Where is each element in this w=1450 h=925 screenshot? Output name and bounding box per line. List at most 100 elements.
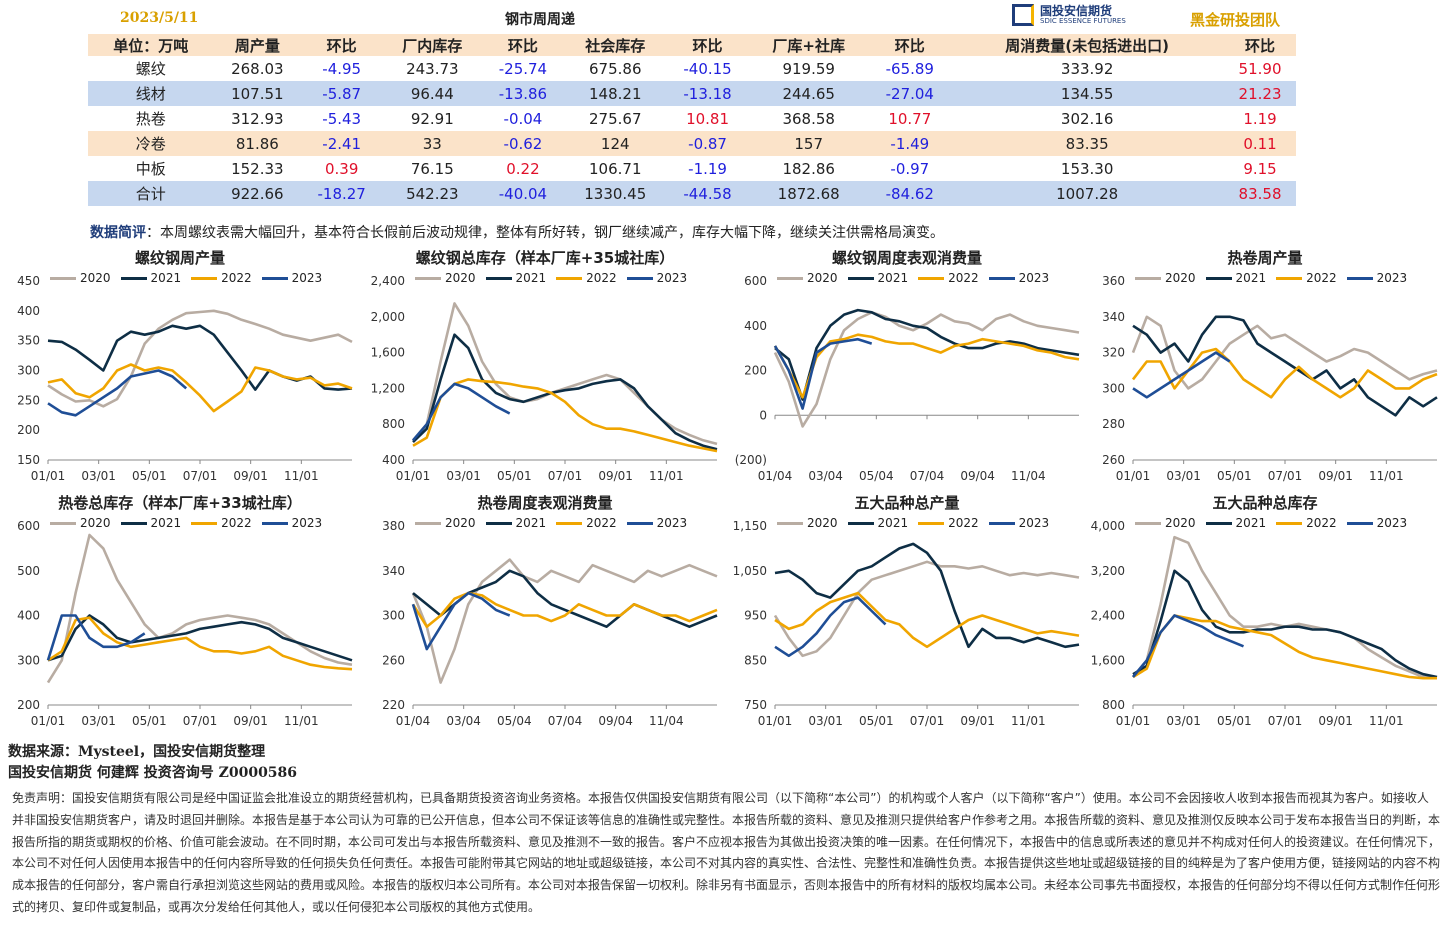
series-line-2023 (1132, 351, 1231, 399)
table-header-cell: 厂内库存 (382, 34, 483, 56)
table-cell: 81.86 (213, 131, 302, 156)
chart-legend: 2020 2021 2022 2023 (405, 271, 687, 285)
x-tick-label: 03/04 (446, 714, 481, 728)
table-cell: 243.73 (406, 59, 459, 78)
logo-subtext: SDIC ESSENCE FUTURES (1040, 16, 1126, 25)
legend-swatch (261, 277, 288, 280)
legend-label: 2020 (1165, 271, 1196, 285)
table-cell: -25.74 (498, 59, 548, 78)
legend-swatch (1205, 277, 1232, 280)
x-tick-label: 09/04 (960, 469, 995, 483)
table-cell: 1872.68 (748, 181, 870, 206)
y-tick-label: 800 (1102, 698, 1125, 712)
logo-text: 国投安信期货 (1040, 3, 1113, 18)
legend-swatch (1276, 277, 1303, 280)
chart-plot: 200 300 400 500 600 01/01 03/01 05/01 07/01 09/01… (17, 519, 353, 728)
legend-label: 2020 (1165, 516, 1196, 530)
x-tick-label: 09/01 (1318, 714, 1353, 728)
table-cell: -2.41 (301, 131, 383, 156)
x-tick-label: 05/01 (859, 714, 894, 728)
chart-title: 螺纹钢总库存（样本厂库+35城社库） (415, 249, 675, 267)
legend-swatch (1135, 522, 1161, 525)
y-tick-label: 200 (17, 423, 40, 437)
table-cell: 螺纹 (135, 60, 166, 78)
table-cell: 157 (748, 131, 870, 156)
table-cell: 275.67 (589, 109, 642, 128)
y-tick-label: 850 (744, 653, 767, 667)
table-cell: -13.86 (482, 81, 564, 106)
legend-label: 2022 (221, 271, 252, 285)
table-row: 热卷 312.93 -5.43 92.91 -0.04 275.67 10.81 368.58… (88, 106, 1296, 131)
x-tick-label: 01/01 (396, 469, 431, 483)
x-tick-label: 11/04 (1011, 469, 1046, 483)
series-line-2021 (774, 308, 1080, 401)
y-tick-label: 220 (382, 698, 405, 712)
legend-swatch (415, 277, 441, 280)
table-cell: 0.11 (1224, 131, 1296, 156)
report-date: 2023/5/11 (120, 10, 199, 26)
chart-title: 螺纹钢周产量 (134, 249, 225, 267)
y-tick-label: 300 (17, 364, 40, 378)
x-tick-label: 09/01 (233, 469, 268, 483)
table-header-cell: 环比 (869, 34, 951, 56)
series-line-2021 (412, 569, 718, 628)
table-cell: 10.81 (686, 109, 730, 128)
x-tick-label: 03/01 (808, 714, 843, 728)
legend-label: 2020 (807, 516, 838, 530)
legend-swatch (1346, 277, 1373, 280)
legend-label: 2023 (656, 271, 688, 285)
table-cell: -5.43 (322, 109, 362, 128)
table-header-cell: 环比 (482, 34, 564, 56)
legend-swatch (847, 277, 874, 280)
legend-label: 2021 (150, 271, 182, 285)
legend-swatch (1135, 277, 1161, 280)
legend-swatch (50, 522, 76, 525)
series-line-2022 (1132, 614, 1437, 680)
legend-swatch (485, 522, 512, 525)
x-tick-label: 01/01 (1116, 469, 1151, 483)
legend-swatch (777, 522, 803, 525)
table-row: 螺纹 268.03 -4.95 243.73 -25.74 675.86 -40.15 919… (88, 56, 1296, 81)
x-tick-label: 11/01 (1369, 714, 1404, 728)
legend-label: 2022 (221, 516, 252, 530)
legend-swatch (988, 277, 1015, 280)
series-line-2021 (1132, 569, 1438, 679)
table-cell: 83.35 (950, 131, 1225, 156)
table-cell: 675.86 (589, 59, 642, 78)
x-tick-label: 07/04 (548, 714, 583, 728)
legend-label: 2021 (877, 271, 909, 285)
table-header-cell: 社会库存 (563, 34, 668, 56)
chart-title: 五大品种总产量 (854, 494, 960, 512)
table-cell: 106.71 (589, 159, 642, 178)
chart-plot: 400 800 1,200 1,600 2,000 2,400 01/01 03/01 05/0… (371, 274, 718, 483)
legend-swatch (261, 522, 288, 525)
legend-label: 2022 (1306, 516, 1337, 530)
y-tick-label: 2,000 (371, 310, 405, 324)
company-logo: 国投安信期货 SDIC ESSENCE FUTURES (1012, 4, 1126, 26)
x-tick-label: 09/01 (960, 714, 995, 728)
y-tick-label: 360 (1102, 274, 1125, 288)
chart-4: 260 280 300 320 340 360 01/01 03/01 05/01 07/01 09… (1085, 247, 1445, 492)
legend-label: 2023 (1018, 271, 1050, 285)
x-tick-label: 03/04 (808, 469, 843, 483)
legend-swatch (485, 277, 512, 280)
chart-title: 五大品种总库存 (1212, 494, 1318, 512)
series-line-2021 (47, 324, 353, 391)
table-cell: -65.89 (885, 59, 934, 78)
x-tick-label: 03/01 (81, 714, 116, 728)
table-cell: 合计 (88, 181, 214, 206)
legend-label: 2022 (586, 516, 617, 530)
author-line: 国投安信期货 何建辉 投资咨询号 Z0000586 (8, 765, 298, 781)
y-tick-label: 2,400 (371, 274, 405, 288)
legend-swatch (918, 277, 945, 280)
table-cell: 83.58 (1224, 181, 1296, 206)
table-row: 合计 922.66 -18.27 542.23 -40.04 1330.45 -44.58 1… (88, 181, 1296, 206)
legend-swatch (847, 522, 874, 525)
x-tick-label: 03/01 (81, 469, 116, 483)
table-header-cell: 厂库+社库 (748, 34, 870, 56)
table-header-cell: 环比 (667, 34, 748, 56)
legend-swatch (120, 522, 147, 525)
chart-6: 220 260 300 340 380 01/04 03/04 05/04 07/04 09/04… (365, 492, 725, 737)
x-tick-label: 11/04 (649, 714, 684, 728)
chart-title: 螺纹钢周度表观消费量 (831, 249, 982, 267)
